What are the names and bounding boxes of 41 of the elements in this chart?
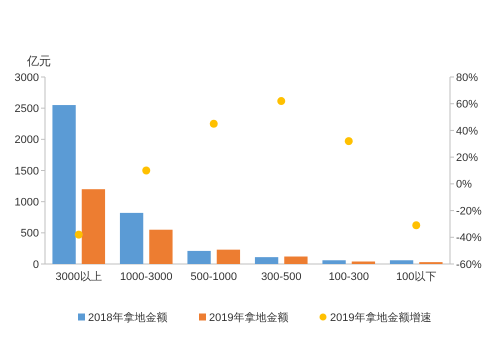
- y-tick-label: 1500: [14, 165, 39, 178]
- y-tick-label: 2000: [14, 134, 39, 146]
- bar: [82, 189, 106, 264]
- legend-label: 2019年拿地金额增速: [330, 310, 432, 324]
- x-tick-label: 300-500: [261, 271, 302, 283]
- y-tick-label: 500: [20, 228, 39, 240]
- y2-tick-label: 0%: [456, 178, 472, 191]
- point: [344, 137, 353, 146]
- y2-tick-label: 40%: [456, 125, 478, 138]
- bar: [52, 105, 76, 264]
- y2-tick-label: 60%: [456, 98, 478, 111]
- y-tick-label: 2500: [14, 103, 39, 116]
- bar: [390, 260, 414, 264]
- y2-tick-label: 20%: [456, 152, 478, 164]
- x-tick-label: 3000以上: [56, 270, 102, 283]
- bar: [322, 260, 346, 264]
- point: [210, 120, 218, 128]
- point: [74, 230, 83, 239]
- y-tick-label: 0: [32, 258, 39, 271]
- bar: [187, 250, 211, 264]
- legend-label: 2019年拿地金额: [209, 310, 288, 324]
- y2-tick-label: -40%: [456, 232, 482, 244]
- x-tick-label: 500-1000: [190, 271, 237, 283]
- bar: [254, 257, 278, 264]
- bar: [149, 230, 173, 264]
- point: [412, 221, 420, 230]
- bar: [120, 212, 144, 264]
- legend-label: 2018年拿地金额: [88, 310, 168, 324]
- bar: [284, 256, 308, 264]
- x-tick-label: 1000-3000: [120, 271, 173, 283]
- y-tick-label: 1000: [14, 196, 39, 209]
- y-tick-label: 3000: [14, 72, 39, 84]
- y2-tick-label: 80%: [456, 72, 478, 84]
- point: [277, 97, 286, 106]
- y2-tick-label: -20%: [456, 205, 482, 218]
- y-axis-title: 亿元: [26, 54, 51, 68]
- x-tick-label: 100-300: [328, 271, 369, 283]
- y2-tick-label: -60%: [456, 258, 482, 271]
- x-tick-label: 100以下: [396, 270, 436, 283]
- bar: [216, 250, 240, 264]
- point: [142, 166, 150, 174]
